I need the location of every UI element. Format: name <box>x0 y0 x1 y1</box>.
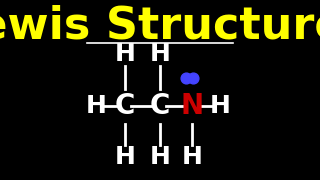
Text: H: H <box>182 145 203 169</box>
Text: H: H <box>209 94 230 118</box>
Text: C: C <box>115 93 135 120</box>
Text: H: H <box>85 94 106 118</box>
Text: H: H <box>115 145 135 169</box>
Point <box>183 76 188 79</box>
Text: C: C <box>150 93 170 120</box>
Point <box>190 76 196 79</box>
Text: H: H <box>149 145 171 169</box>
Text: H: H <box>149 42 171 66</box>
Text: N: N <box>180 93 204 120</box>
Text: H: H <box>115 42 135 66</box>
Text: Lewis Structures: Lewis Structures <box>0 4 320 47</box>
